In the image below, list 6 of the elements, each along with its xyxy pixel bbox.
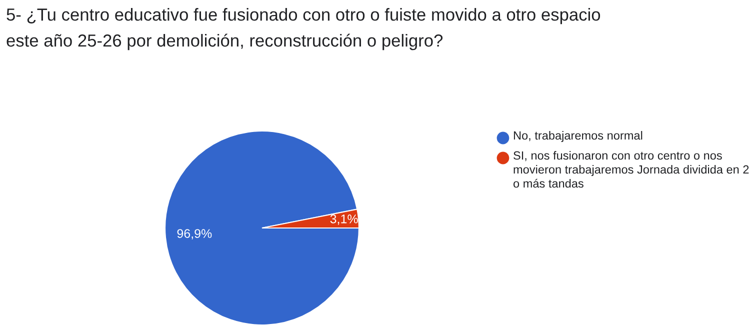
legend-label: SI, nos fusionaron con otro centro o nos movieron trabajaremos Jornada dividida en 2 o más tandas: [513, 151, 749, 188]
data-label: 96,9%: [177, 229, 212, 240]
pie-slice: [164, 130, 360, 326]
chart-title: 5- ¿Tu centro educativo fue fusionado con otro o fuiste movido a otro espacio este año 25-26 por demolición, reconstrucción o peligro?: [6, 8, 600, 50]
data-label: 3,1%: [330, 214, 358, 225]
legend-label: No, trabajaremos normal: [514, 131, 642, 142]
